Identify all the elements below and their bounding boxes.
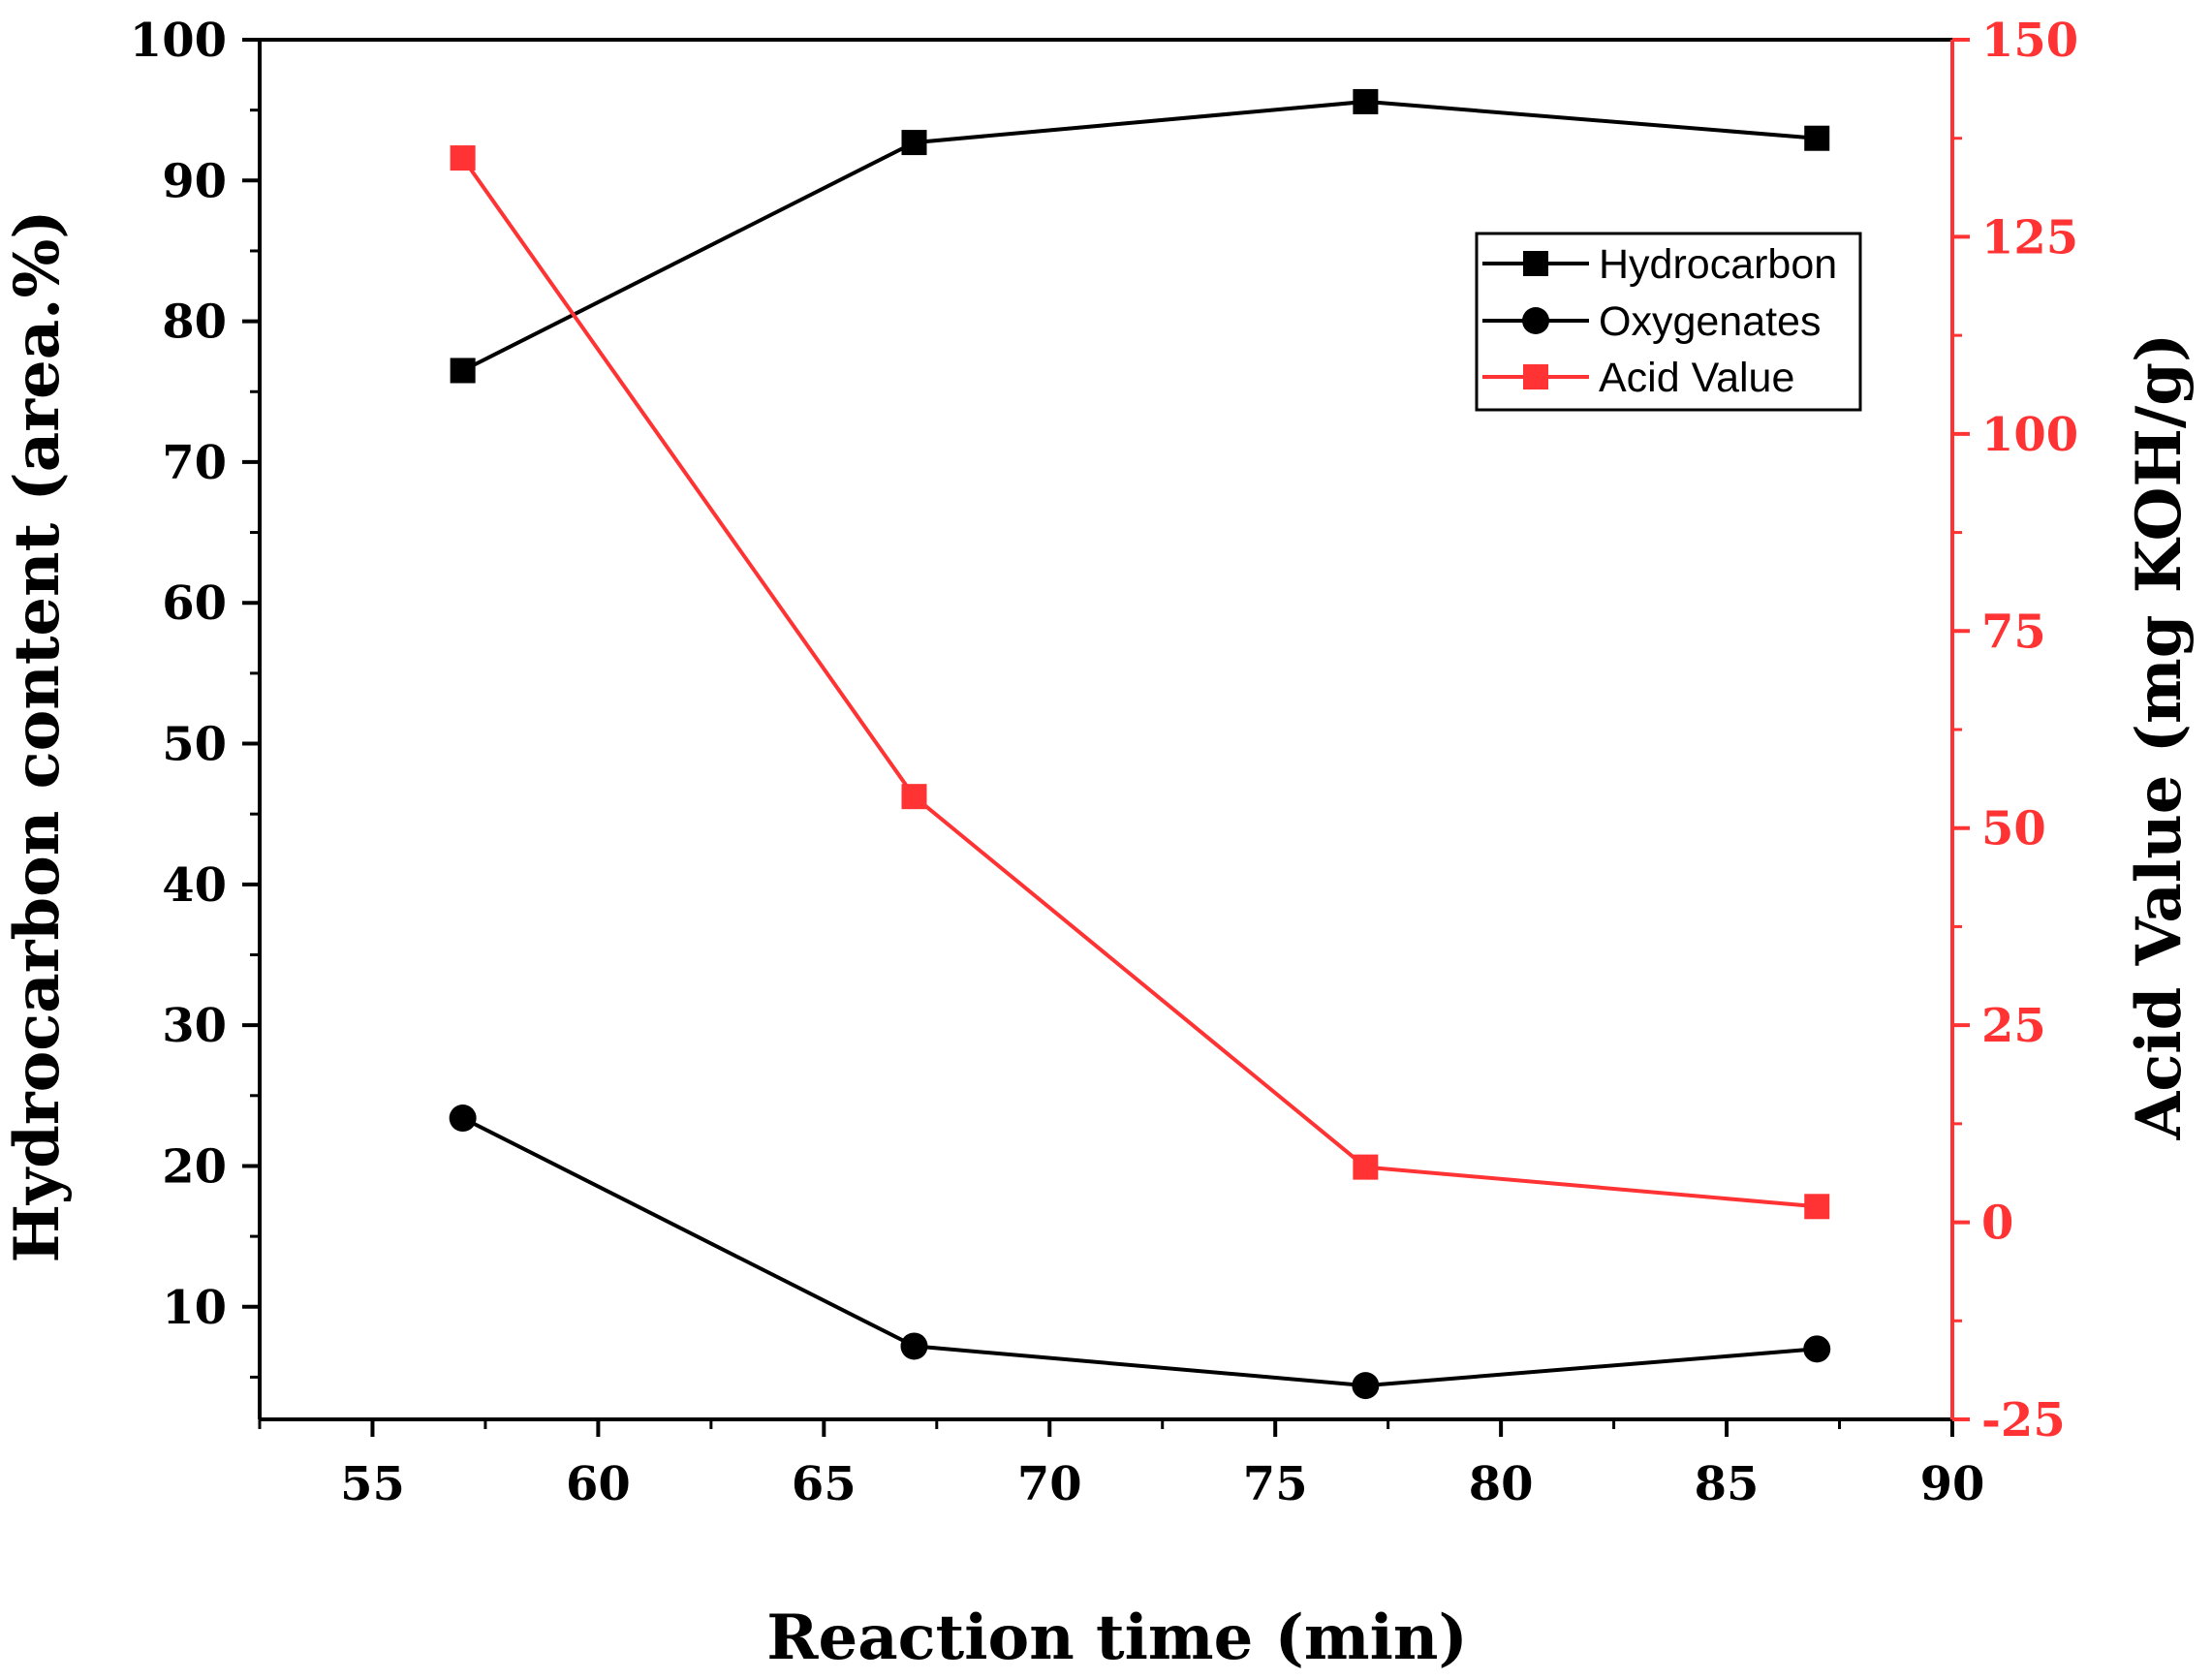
y-tick-label-80: 80 [162, 296, 227, 350]
plot-area [449, 88, 1831, 1400]
point-oxygenates-77 [1352, 1372, 1380, 1400]
y-tick-label-70: 70 [162, 436, 227, 490]
x-tick-label-85: 85 [1695, 1457, 1760, 1511]
series-line-oxygenates [461, 1116, 1818, 1388]
series-line-acid-value [460, 156, 1818, 1209]
point-oxygenates-87 [1803, 1335, 1831, 1363]
y2-tick-label-50: 50 [1981, 802, 2046, 856]
point-hydrocarbon-57 [450, 358, 476, 384]
point-hydrocarbon-77 [1353, 88, 1379, 114]
y2-tick-label-75: 75 [1981, 605, 2046, 659]
x-tick-label-75: 75 [1243, 1457, 1308, 1511]
y-tick-label-30: 30 [162, 999, 227, 1053]
legend-marker-hydrocarbon [1523, 251, 1548, 276]
legend-marker-acid-value [1523, 364, 1548, 389]
y-tick-label-50: 50 [162, 718, 227, 772]
legend-label-acid-value: Acid Value [1599, 355, 1794, 401]
point-acid-value-77 [1353, 1154, 1379, 1180]
legend-marker-oxygenates [1522, 307, 1549, 334]
point-oxygenates-67 [900, 1332, 928, 1360]
y-tick-label-60: 60 [162, 576, 227, 631]
x-axis-title: Reaction time (min) [766, 1602, 1467, 1674]
y-tick-label-100: 100 [130, 14, 227, 68]
y2-tick-label-150: 150 [1981, 14, 2078, 68]
legend: Hydrocarbon Oxygenates Acid Value [1475, 232, 1862, 412]
point-acid-value-87 [1804, 1194, 1830, 1220]
x-tick-label-65: 65 [792, 1457, 857, 1511]
point-oxygenates-57 [449, 1104, 477, 1133]
x-tick-label-70: 70 [1017, 1457, 1082, 1511]
x-tick-label-90: 90 [1920, 1457, 1985, 1511]
y-axis-title: Hydrocarbon content (area.%) [1, 209, 74, 1262]
legend-label-oxygenates: Oxygenates [1599, 298, 1821, 345]
x-tick-label-80: 80 [1469, 1457, 1534, 1511]
y-tick-label-40: 40 [162, 858, 227, 913]
point-hydrocarbon-87 [1804, 125, 1830, 151]
y-tick-label-10: 10 [162, 1281, 227, 1335]
axes: 55 60 65 70 75 80 85 90 10 20 30 40 50 60 70 80 90 100 -25… [130, 14, 2078, 1511]
y-tick-label-90: 90 [162, 154, 227, 208]
legend-label-hydrocarbon: Hydrocarbon [1599, 241, 1837, 288]
y2-tick-label-25: 25 [1981, 999, 2046, 1053]
x-tick-label-60: 60 [566, 1457, 631, 1511]
x-tick-label-55: 55 [340, 1457, 405, 1511]
series-line-hydrocarbon [461, 99, 1818, 373]
y2-tick-label-100: 100 [1981, 408, 2078, 462]
y2-tick-label--25: -25 [1981, 1393, 2066, 1447]
y-tick-label-20: 20 [162, 1139, 227, 1194]
y2-axis-title: Acid Value (mg KOH/g) [2123, 333, 2196, 1141]
y2-tick-label-125: 125 [1981, 210, 2078, 264]
y2-tick-label-0: 0 [1981, 1197, 2013, 1251]
point-acid-value-67 [901, 784, 927, 810]
point-acid-value-57 [450, 145, 476, 171]
point-hydrocarbon-67 [901, 130, 927, 156]
